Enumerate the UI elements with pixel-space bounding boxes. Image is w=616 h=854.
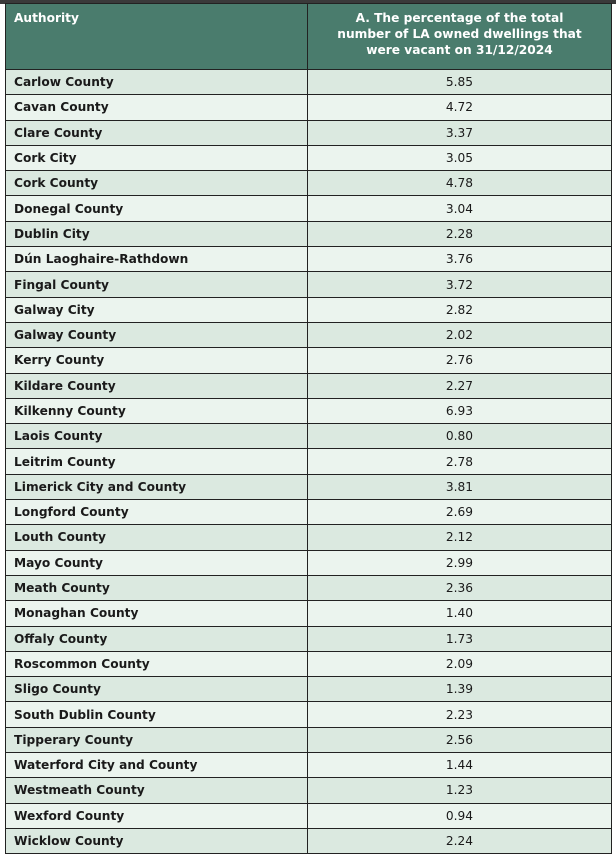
authority-cell: Monaghan County xyxy=(5,600,308,627)
vacancy-value-cell: 2.76 xyxy=(307,347,612,374)
authority-cell: Roscommon County xyxy=(5,650,308,678)
header-vacancy-percentage: A. The percentage of the total number of… xyxy=(307,3,612,70)
vacancy-value-cell: 2.27 xyxy=(307,372,612,399)
authority-cell: Offaly County xyxy=(5,625,308,652)
table-row: Cavan County 4.72 xyxy=(5,94,612,121)
authority-cell: Dún Laoghaire-Rathdown xyxy=(5,246,308,273)
table-row: Waterford City and County 1.44 xyxy=(5,752,612,779)
header-authority: Authority xyxy=(5,3,308,70)
table-row: Roscommon County 2.09 xyxy=(5,650,612,678)
vacancy-value-cell: 2.36 xyxy=(307,574,612,602)
vacancy-table: Authority A. The percentage of the total… xyxy=(5,3,612,854)
table-row: Wexford County 0.94 xyxy=(5,802,612,829)
table-row: Donegal County 3.04 xyxy=(5,195,612,222)
authority-cell: Meath County xyxy=(5,574,308,602)
table-row: Kilkenny County 6.93 xyxy=(5,397,612,425)
vacancy-value-cell: 1.40 xyxy=(307,600,612,627)
authority-cell: Galway County xyxy=(5,321,308,349)
table-row: South Dublin County 2.23 xyxy=(5,701,612,728)
table-row: Kerry County 2.76 xyxy=(5,347,612,374)
vacancy-value-cell: 1.39 xyxy=(307,676,612,703)
vacancy-value-cell: 2.24 xyxy=(307,827,612,854)
vacancy-value-cell: 1.44 xyxy=(307,752,612,779)
vacancy-value-cell: 2.09 xyxy=(307,650,612,678)
vacancy-value-cell: 0.80 xyxy=(307,423,612,450)
vacancy-value-cell: 2.56 xyxy=(307,726,612,754)
authority-cell: Clare County xyxy=(5,119,308,146)
table-row: Sligo County 1.39 xyxy=(5,676,612,703)
table-row: Leitrim County 2.78 xyxy=(5,448,612,475)
authority-cell: Limerick City and County xyxy=(5,473,308,501)
vacancy-value-cell: 1.73 xyxy=(307,625,612,652)
authority-cell: Cork County xyxy=(5,170,308,197)
authority-cell: Longford County xyxy=(5,499,308,526)
table-row: Longford County 2.69 xyxy=(5,499,612,526)
authority-cell: Cork City xyxy=(5,144,308,172)
vacancy-value-cell: 2.78 xyxy=(307,448,612,475)
table-row: Mayo County 2.99 xyxy=(5,549,612,576)
top-border xyxy=(0,0,616,4)
authority-cell: Kilkenny County xyxy=(5,397,308,425)
vacancy-value-cell: 4.78 xyxy=(307,170,612,197)
authority-cell: Galway City xyxy=(5,296,308,323)
authority-cell: Cavan County xyxy=(5,94,308,121)
table-row: Offaly County 1.73 xyxy=(5,625,612,652)
authority-cell: Laois County xyxy=(5,423,308,450)
authority-cell: Carlow County xyxy=(5,68,308,96)
table-row: Dublin City 2.28 xyxy=(5,220,612,248)
authority-cell: Dublin City xyxy=(5,220,308,248)
table-row: Laois County 0.80 xyxy=(5,423,612,450)
vacancy-value-cell: 2.02 xyxy=(307,321,612,349)
table-row: Wicklow County 2.24 xyxy=(5,827,612,854)
authority-cell: Waterford City and County xyxy=(5,752,308,779)
authority-cell: Kerry County xyxy=(5,347,308,374)
table-row: Cork City 3.05 xyxy=(5,144,612,172)
table-row: Galway City 2.82 xyxy=(5,296,612,323)
vacancy-value-cell: 2.99 xyxy=(307,549,612,576)
table-row: Kildare County 2.27 xyxy=(5,372,612,399)
vacancy-value-cell: 3.81 xyxy=(307,473,612,501)
table-row: Tipperary County 2.56 xyxy=(5,726,612,754)
authority-cell: Kildare County xyxy=(5,372,308,399)
header-row: Authority A. The percentage of the total… xyxy=(5,3,612,70)
authority-cell: South Dublin County xyxy=(5,701,308,728)
vacancy-value-cell: 3.37 xyxy=(307,119,612,146)
vacancy-value-cell: 4.72 xyxy=(307,94,612,121)
vacancy-value-cell: 3.05 xyxy=(307,144,612,172)
vacancy-value-cell: 2.23 xyxy=(307,701,612,728)
table-row: Dún Laoghaire-Rathdown 3.76 xyxy=(5,246,612,273)
table-row: Fingal County 3.72 xyxy=(5,271,612,298)
vacancy-value-cell: 0.94 xyxy=(307,802,612,829)
authority-cell: Louth County xyxy=(5,524,308,551)
authority-cell: Wexford County xyxy=(5,802,308,829)
vacancy-value-cell: 2.12 xyxy=(307,524,612,551)
table-row: Cork County 4.78 xyxy=(5,170,612,197)
table-row: Westmeath County 1.23 xyxy=(5,777,612,804)
authority-cell: Leitrim County xyxy=(5,448,308,475)
table-row: Galway County 2.02 xyxy=(5,321,612,349)
table-row: Carlow County 5.85 xyxy=(5,68,612,96)
vacancy-value-cell: 1.23 xyxy=(307,777,612,804)
authority-cell: Sligo County xyxy=(5,676,308,703)
vacancy-value-cell: 3.72 xyxy=(307,271,612,298)
authority-cell: Westmeath County xyxy=(5,777,308,804)
vacancy-value-cell: 3.04 xyxy=(307,195,612,222)
authority-cell: Wicklow County xyxy=(5,827,308,854)
vacancy-value-cell: 6.93 xyxy=(307,397,612,425)
vacancy-value-cell: 2.82 xyxy=(307,296,612,323)
table-row: Limerick City and County 3.81 xyxy=(5,473,612,501)
authority-cell: Fingal County xyxy=(5,271,308,298)
vacancy-value-cell: 2.28 xyxy=(307,220,612,248)
authority-cell: Mayo County xyxy=(5,549,308,576)
authority-cell: Donegal County xyxy=(5,195,308,222)
vacancy-value-cell: 2.69 xyxy=(307,499,612,526)
table-row: Monaghan County 1.40 xyxy=(5,600,612,627)
vacancy-value-cell: 3.76 xyxy=(307,246,612,273)
table-row: Meath County 2.36 xyxy=(5,574,612,602)
table-row: Clare County 3.37 xyxy=(5,119,612,146)
table-row: Louth County 2.12 xyxy=(5,524,612,551)
authority-cell: Tipperary County xyxy=(5,726,308,754)
vacancy-value-cell: 5.85 xyxy=(307,68,612,96)
